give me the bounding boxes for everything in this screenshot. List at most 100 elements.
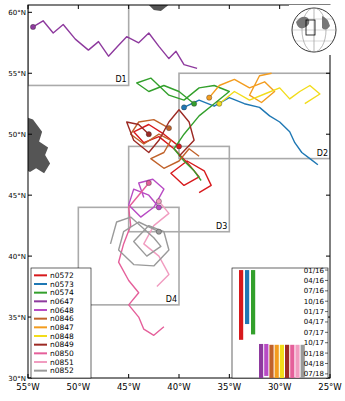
timeline-bar	[245, 270, 249, 324]
legend-label: n0648	[50, 306, 74, 315]
start-marker	[146, 180, 151, 185]
legend-swatch	[34, 335, 47, 337]
globe-parallel	[292, 30, 336, 31]
globe-parallel	[295, 41, 333, 42]
legend-swatch	[34, 292, 47, 294]
legend-label: n0848	[50, 332, 74, 341]
trajectory	[137, 78, 230, 180]
timeline-tick-label: 01/18	[304, 350, 324, 358]
legend-swatch	[34, 309, 47, 311]
x-tick-label: 55°W	[16, 382, 40, 392]
start-marker	[192, 101, 197, 106]
y-tick	[326, 256, 330, 257]
legend-label: n0573	[50, 280, 74, 289]
timeline-tick	[325, 270, 328, 271]
legend-swatch	[34, 344, 47, 346]
y-tick	[326, 73, 330, 74]
trajectory	[33, 21, 197, 69]
y-tick	[28, 134, 32, 135]
timeline-bar	[264, 344, 268, 376]
legend-label: n0852	[50, 366, 74, 375]
timeline-tick-label: 04/16	[304, 277, 325, 285]
x-tick	[330, 374, 331, 378]
start-marker	[30, 24, 35, 29]
legend-label: n0846	[50, 314, 74, 323]
region-box	[28, 5, 129, 85]
legend-swatch	[34, 326, 47, 328]
timeline-tick-label: 10/17	[304, 339, 324, 347]
legend-swatch	[34, 370, 47, 372]
x-tick-label: 25°W	[318, 382, 342, 392]
start-marker	[156, 229, 161, 234]
start-marker	[207, 95, 212, 100]
timeline-tick-label: 01/16	[304, 267, 325, 275]
timeline-tick	[325, 321, 328, 322]
trajectory	[134, 125, 212, 193]
legend-label: n0847	[50, 323, 74, 332]
frame	[28, 5, 330, 378]
y-tick-label: 30°N	[8, 375, 26, 383]
timeline-tick	[325, 290, 328, 291]
legend-swatch	[34, 361, 47, 363]
start-marker	[176, 144, 181, 149]
y-tick-label: 40°N	[8, 253, 26, 261]
greenland	[144, 5, 174, 11]
legend-box	[31, 268, 91, 378]
timeline-tick-label: 07/16	[304, 287, 325, 295]
region-label: D4	[166, 295, 177, 304]
legend-label: n0572	[50, 271, 74, 280]
x-tick	[28, 5, 29, 9]
legend-swatch	[34, 318, 47, 320]
timeline-bar	[259, 344, 263, 378]
legend-label: n0647	[50, 297, 74, 306]
region-label: D3	[216, 222, 227, 231]
y-tick	[326, 134, 330, 135]
timeline-tick	[325, 373, 328, 374]
map-figure: D1D2D3D455°W50°W45°W40°W35°W30°W25°W30°N…	[0, 0, 345, 401]
legend: n0572n0573n0574n0647n0648n0846n0847n0848…	[31, 268, 91, 378]
x-tick	[78, 5, 79, 9]
legend-swatch	[34, 352, 47, 354]
timeline-tick	[325, 353, 328, 354]
y-tick-label: 50°N	[8, 131, 26, 139]
start-marker	[217, 101, 222, 106]
timeline-tick-label: 07/17	[304, 329, 324, 337]
start-marker	[181, 105, 186, 110]
trajectory	[119, 183, 164, 335]
timeline-tick	[325, 332, 328, 333]
timeline-box	[232, 268, 328, 378]
y-tick	[28, 12, 32, 13]
x-tick	[179, 374, 180, 378]
timeline-inset: 01/1604/1607/1610/1601/1704/1707/1710/17…	[232, 267, 328, 379]
timeline-bar	[295, 345, 299, 378]
legend-label: n0574	[50, 288, 74, 297]
trajectory	[111, 217, 169, 266]
start-marker	[156, 205, 161, 210]
y-tick-label: 60°N	[8, 9, 26, 17]
x-tick-label: 40°W	[167, 382, 191, 392]
trajectory	[209, 73, 274, 102]
start-marker	[156, 199, 161, 204]
timeline-bar	[269, 345, 273, 378]
timeline-tick-label: 10/16	[304, 298, 325, 306]
x-tick	[179, 5, 180, 9]
y-tick-label: 35°N	[8, 314, 26, 322]
timeline-bar	[251, 270, 255, 334]
start-marker	[166, 126, 171, 131]
timeline-bar	[239, 270, 243, 340]
regions	[28, 5, 330, 305]
timeline-bars	[239, 270, 305, 378]
timeline-bar	[285, 345, 289, 378]
y-tick	[28, 73, 32, 74]
timeline-bar	[290, 345, 294, 378]
timeline-tick	[325, 342, 328, 343]
timeline-tick	[325, 363, 328, 364]
x-tick-label: 35°W	[218, 382, 242, 392]
legend-swatch	[34, 300, 47, 302]
region-label: D2	[317, 149, 328, 158]
legend-swatch	[34, 274, 47, 276]
timeline-tick	[325, 301, 328, 302]
x-tick	[229, 374, 230, 378]
globe-land	[296, 16, 330, 30]
y-tick-label: 45°N	[8, 192, 26, 200]
